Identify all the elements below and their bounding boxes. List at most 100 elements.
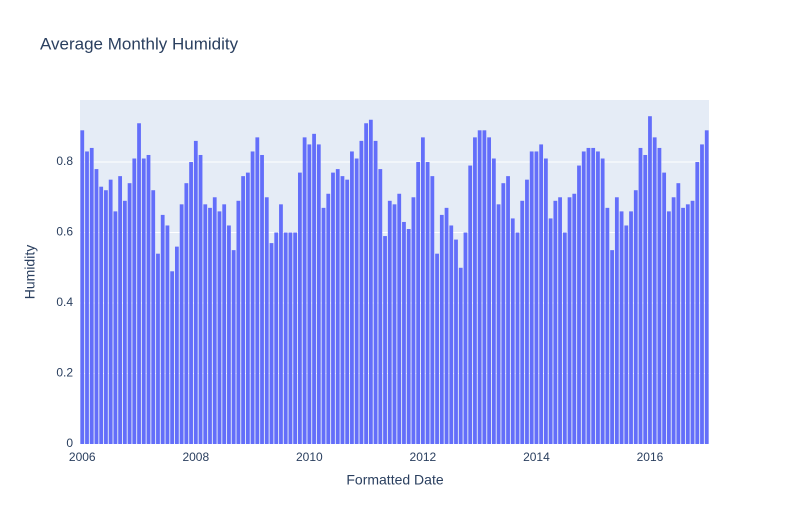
- bar: [378, 169, 383, 444]
- bar: [525, 179, 529, 444]
- bar: [657, 147, 662, 444]
- bar: [118, 176, 123, 444]
- bar: [529, 151, 534, 444]
- bar: [189, 162, 193, 445]
- bar: [85, 151, 89, 444]
- bar: [137, 123, 141, 444]
- bar: [203, 204, 208, 444]
- bar: [572, 193, 577, 444]
- bar: [269, 243, 274, 444]
- bar: [690, 200, 695, 444]
- bar: [222, 204, 227, 444]
- y-axis-title: Humidity: [22, 245, 38, 299]
- bar: [695, 162, 700, 445]
- bar: [633, 190, 638, 444]
- bar: [648, 116, 652, 445]
- bar: [387, 200, 392, 444]
- bar: [193, 140, 198, 444]
- bar: [127, 183, 132, 444]
- bar: [165, 225, 170, 444]
- bar: [416, 162, 421, 445]
- bar: [132, 158, 137, 445]
- bar: [236, 200, 241, 444]
- y-tick-label: 0: [66, 436, 73, 450]
- bar: [208, 207, 212, 444]
- bar: [151, 190, 156, 444]
- bar: [335, 169, 340, 444]
- bar: [297, 172, 302, 444]
- bar: [80, 130, 85, 445]
- bar: [212, 197, 217, 444]
- bar: [293, 232, 298, 444]
- bar: [89, 147, 94, 444]
- bar: [411, 197, 416, 444]
- bar: [326, 193, 331, 444]
- bar: [676, 183, 681, 444]
- bar: [425, 162, 430, 445]
- bar: [591, 147, 596, 444]
- bar: [477, 130, 482, 445]
- bar: [681, 207, 685, 444]
- bar: [643, 154, 648, 444]
- bar: [264, 197, 269, 444]
- bar: [487, 137, 492, 444]
- bar: [638, 147, 643, 444]
- bar: [463, 232, 468, 444]
- bar: [596, 151, 600, 444]
- bar: [614, 197, 619, 444]
- bar: [610, 250, 615, 444]
- bar: [510, 218, 515, 444]
- bar: [454, 239, 458, 444]
- bar: [586, 147, 591, 444]
- bar: [449, 225, 454, 444]
- bar: [302, 137, 307, 444]
- bar: [581, 151, 586, 444]
- bar: [543, 158, 548, 445]
- x-tick-label: 2008: [182, 450, 209, 464]
- bar: [548, 218, 553, 444]
- bar: [274, 232, 279, 444]
- bar: [350, 151, 354, 444]
- bar: [227, 225, 231, 444]
- bar: [359, 140, 364, 444]
- bar: [340, 176, 345, 444]
- x-tick-label: 2012: [410, 450, 437, 464]
- bar: [316, 144, 321, 444]
- bar: [241, 176, 246, 444]
- bar: [406, 229, 411, 444]
- bar: [217, 211, 222, 444]
- bar: [354, 158, 359, 445]
- bar: [629, 211, 633, 444]
- bar: [184, 183, 189, 444]
- bar: [283, 232, 288, 444]
- bar: [435, 253, 439, 444]
- bar: [383, 236, 387, 444]
- bar: [279, 204, 283, 444]
- bar: [558, 197, 562, 444]
- x-tick-label: 2016: [637, 450, 664, 464]
- bar: [373, 140, 378, 444]
- bar: [439, 214, 444, 444]
- bar: [506, 176, 510, 444]
- bar: [444, 207, 449, 444]
- bar: [420, 137, 425, 444]
- bar: [160, 214, 165, 444]
- bar: [605, 207, 610, 444]
- bar: [122, 200, 127, 444]
- bar: [179, 204, 184, 444]
- bar: [458, 267, 463, 444]
- bar: [113, 211, 118, 444]
- bar: [104, 190, 108, 444]
- bar: [321, 207, 326, 444]
- y-tick-label: 0.6: [56, 225, 73, 239]
- bar: [619, 211, 624, 444]
- bar: [402, 221, 406, 444]
- bar: [652, 137, 657, 444]
- chart-title: Average Monthly Humidity: [40, 34, 239, 53]
- bar: [534, 151, 539, 444]
- bar: [671, 197, 676, 444]
- bar: [141, 158, 146, 445]
- bar: [146, 154, 151, 444]
